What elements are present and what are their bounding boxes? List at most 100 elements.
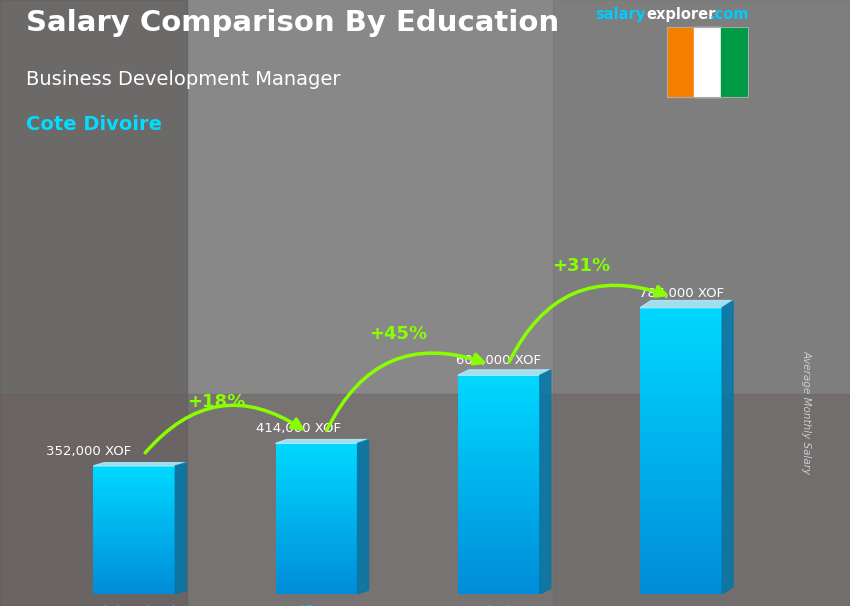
Bar — [94, 498, 175, 500]
Bar — [458, 565, 540, 568]
Bar — [275, 464, 358, 466]
Bar — [640, 570, 722, 575]
Bar — [640, 546, 722, 551]
Bar — [275, 548, 358, 551]
Text: 352,000 XOF: 352,000 XOF — [46, 445, 131, 458]
Bar — [275, 544, 358, 546]
Bar — [94, 562, 175, 564]
Bar — [458, 525, 540, 528]
Bar — [458, 459, 540, 463]
Bar — [458, 375, 540, 379]
Bar — [458, 390, 540, 393]
Bar — [275, 556, 358, 559]
Bar — [94, 521, 175, 524]
Bar — [94, 487, 175, 490]
Bar — [640, 341, 722, 346]
Bar — [94, 564, 175, 566]
Bar — [275, 453, 358, 456]
Bar — [275, 466, 358, 468]
Bar — [0, 394, 850, 606]
Bar — [640, 308, 722, 313]
Bar — [458, 382, 540, 386]
Bar — [94, 545, 175, 547]
Bar — [640, 461, 722, 465]
Bar — [94, 483, 175, 485]
Bar — [94, 560, 175, 562]
Bar — [458, 587, 540, 590]
Bar — [275, 561, 358, 564]
Bar — [94, 590, 175, 591]
Polygon shape — [722, 301, 733, 594]
Polygon shape — [175, 463, 186, 594]
Bar — [275, 484, 358, 486]
Bar — [640, 465, 722, 470]
Bar — [275, 491, 358, 493]
Bar — [458, 445, 540, 448]
Bar — [94, 541, 175, 543]
Bar — [275, 519, 358, 521]
Bar — [94, 530, 175, 532]
Bar — [94, 532, 175, 534]
Bar — [275, 521, 358, 524]
Bar — [640, 494, 722, 499]
Bar — [94, 556, 175, 558]
Bar — [275, 576, 358, 579]
Bar — [275, 499, 358, 501]
Bar — [458, 547, 540, 550]
Text: +18%: +18% — [187, 393, 246, 411]
Bar — [458, 419, 540, 423]
Bar — [640, 393, 722, 398]
Bar — [94, 502, 175, 504]
Bar — [640, 518, 722, 522]
Bar — [94, 585, 175, 587]
Bar — [275, 566, 358, 569]
Bar — [275, 508, 358, 511]
Bar — [458, 521, 540, 525]
Bar — [275, 581, 358, 584]
Bar — [458, 496, 540, 499]
Bar — [640, 431, 722, 436]
Bar — [275, 546, 358, 548]
Bar — [275, 456, 358, 458]
Bar — [640, 398, 722, 403]
Bar — [94, 574, 175, 577]
Text: 787,000 XOF: 787,000 XOF — [638, 287, 723, 300]
Bar — [94, 508, 175, 511]
Text: Average Monthly Salary: Average Monthly Salary — [802, 350, 812, 474]
Text: Business Development Manager: Business Development Manager — [26, 70, 340, 88]
Bar — [94, 577, 175, 579]
Bar — [275, 471, 358, 473]
Bar — [458, 543, 540, 547]
Bar — [94, 468, 175, 470]
Bar — [275, 468, 358, 471]
Bar — [275, 574, 358, 576]
Bar — [458, 568, 540, 572]
Bar — [640, 351, 722, 356]
Text: +31%: +31% — [552, 257, 610, 275]
Bar — [458, 434, 540, 438]
Bar — [94, 496, 175, 498]
Bar — [94, 470, 175, 472]
Bar — [458, 438, 540, 441]
Text: 414,000 XOF: 414,000 XOF — [256, 422, 341, 435]
Bar — [94, 494, 175, 496]
Bar — [275, 506, 358, 508]
Bar — [94, 490, 175, 491]
Bar — [94, 517, 175, 519]
Bar — [275, 591, 358, 594]
Bar — [640, 584, 722, 589]
Bar — [275, 564, 358, 566]
Bar — [275, 461, 358, 464]
Bar — [94, 583, 175, 585]
Bar — [275, 524, 358, 526]
Bar — [458, 379, 540, 382]
Bar — [458, 408, 540, 412]
Bar — [552, 0, 850, 606]
Bar — [94, 507, 175, 508]
Bar — [458, 467, 540, 470]
Bar — [94, 528, 175, 530]
Bar — [94, 587, 175, 590]
Bar — [640, 422, 722, 427]
Bar — [640, 346, 722, 351]
Bar — [458, 539, 540, 543]
